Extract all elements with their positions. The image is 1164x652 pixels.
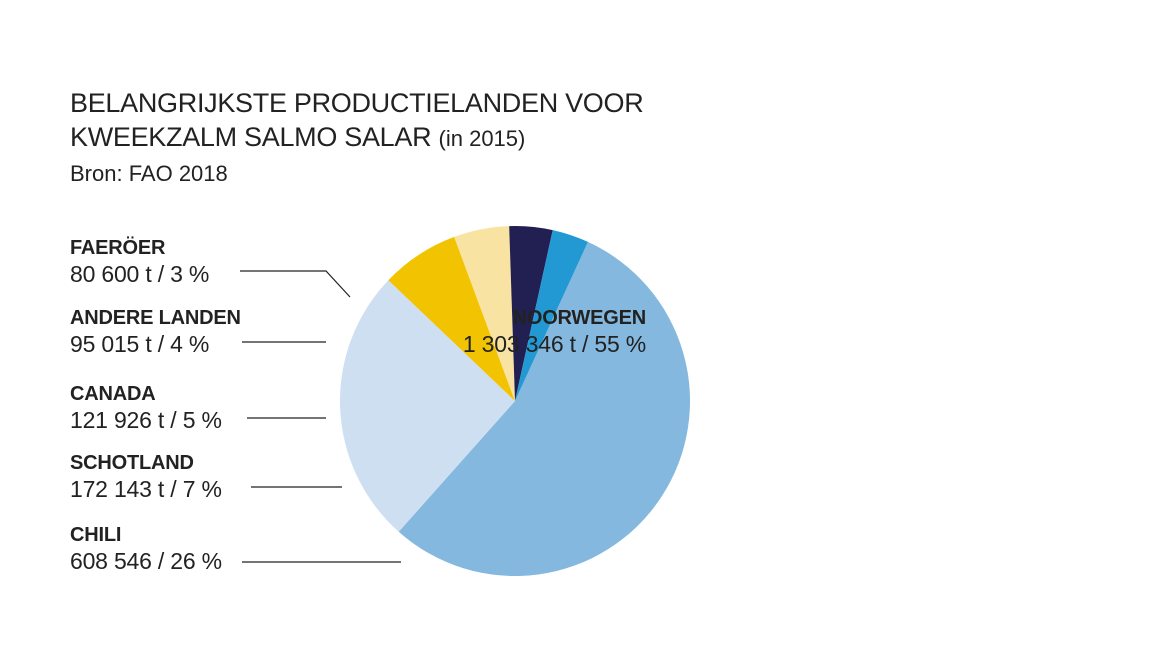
slice-label-chili-value: 608 546 / 26 % — [70, 548, 222, 574]
slice-label-andere-landen-value: 95 015 t / 4 % — [70, 331, 210, 357]
pie-slice-chili — [340, 280, 515, 532]
slice-label-chili: CHILI 608 546 / 26 % — [70, 523, 222, 575]
slice-label-canada: CANADA 121 926 t / 5 % — [70, 382, 222, 434]
slice-label-andere-landen: ANDERE LANDEN 95 015 t / 4 % — [70, 306, 241, 358]
chart-title-block: BELANGRIJKSTE PRODUCTIELANDEN VOOR KWEEK… — [70, 86, 644, 188]
chart-title-line-2: KWEEKZALM SALMO SALAR (in 2015) — [70, 120, 643, 156]
chart-title-line-1: BELANGRIJKSTE PRODUCTIELANDEN VOOR — [70, 88, 644, 118]
slice-label-schotland: SCHOTLAND 172 143 t / 7 % — [70, 451, 222, 503]
slice-label-faeroer-value: 80 600 t / 3 % — [70, 261, 210, 287]
slice-label-schotland-value: 172 143 t / 7 % — [70, 476, 222, 502]
slice-label-canada-name: CANADA — [70, 383, 156, 405]
leader-line-faeroer — [240, 270, 351, 298]
slice-label-faeroer-name: FAERÖER — [70, 237, 166, 259]
slice-label-andere-landen-name: ANDERE LANDEN — [70, 307, 241, 329]
slice-label-noorwegen-value: 1 303 346 t / 55 % — [462, 331, 646, 357]
slice-label-schotland-name: SCHOTLAND — [70, 452, 194, 474]
slice-label-noorwegen-name: NOORWEGEN — [512, 307, 647, 329]
leader-lines — [240, 270, 401, 563]
chart-source: Bron: FAO 2018 — [70, 161, 228, 186]
pie-slice-schotland — [388, 236, 515, 401]
pie-slice-noorwegen — [398, 241, 691, 577]
slice-label-faeroer: FAERÖER 80 600 t / 3 % — [70, 236, 209, 288]
pie-slices — [340, 226, 691, 577]
chart-title-year: (in 2015) — [438, 126, 526, 151]
slice-label-noorwegen: NOORWEGEN 1 303 346 t / 55 % — [463, 306, 646, 358]
slice-label-canada-value: 121 926 t / 5 % — [70, 407, 222, 433]
slice-label-chili-name: CHILI — [70, 524, 122, 546]
pie-slice-faeroer — [515, 230, 588, 401]
pie-slice-andere — [509, 226, 553, 401]
chart-title-main: KWEEKZALM SALMO SALAR — [70, 122, 432, 152]
pie-slice-canada — [454, 226, 515, 401]
